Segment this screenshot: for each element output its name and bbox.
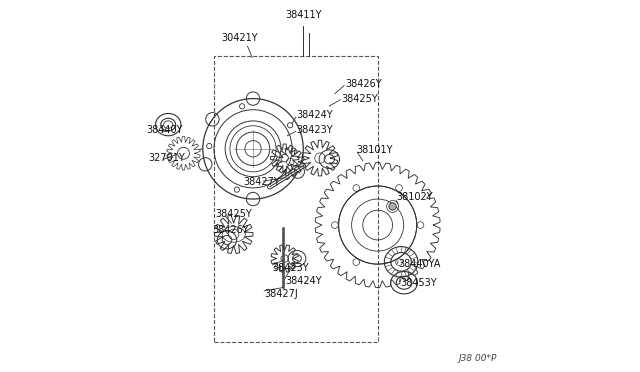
Text: 38423Y: 38423Y bbox=[296, 125, 332, 135]
Text: 38423Y: 38423Y bbox=[273, 263, 309, 273]
Text: 38424Y: 38424Y bbox=[286, 276, 323, 286]
Text: 38101Y: 38101Y bbox=[356, 145, 393, 154]
Text: 38427J: 38427J bbox=[264, 289, 298, 299]
Text: 38426Y: 38426Y bbox=[212, 225, 249, 234]
Bar bbox=[214, 56, 378, 342]
Text: J38 00*P: J38 00*P bbox=[458, 354, 497, 363]
Circle shape bbox=[389, 203, 396, 210]
Text: 38411Y: 38411Y bbox=[285, 10, 321, 20]
Text: 30421Y: 30421Y bbox=[221, 33, 259, 43]
Text: 38440YA: 38440YA bbox=[398, 259, 440, 269]
Text: 38427Y: 38427Y bbox=[244, 177, 280, 187]
Text: 38440Y: 38440Y bbox=[147, 125, 183, 135]
Text: 38453Y: 38453Y bbox=[400, 278, 436, 288]
Text: 38425Y: 38425Y bbox=[342, 94, 378, 103]
Text: 38424Y: 38424Y bbox=[296, 110, 332, 120]
Text: 38102Y: 38102Y bbox=[397, 192, 433, 202]
Text: 38425Y: 38425Y bbox=[215, 209, 252, 219]
Text: 38426Y: 38426Y bbox=[346, 79, 382, 89]
Circle shape bbox=[284, 175, 288, 180]
Text: 32701Y: 32701Y bbox=[148, 153, 185, 163]
